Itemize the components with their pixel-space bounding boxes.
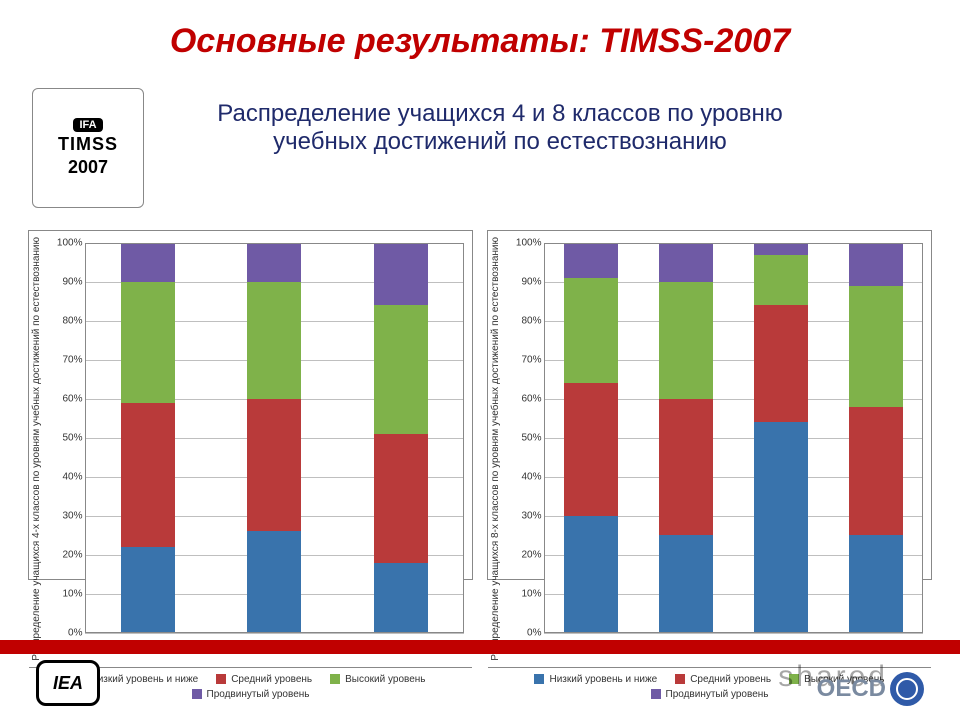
timss-org: IFA bbox=[73, 118, 102, 132]
bar bbox=[121, 243, 175, 633]
ytick: 90% bbox=[62, 276, 82, 287]
segment-low bbox=[564, 516, 618, 633]
oecd-logo: OECD bbox=[817, 672, 924, 706]
ytick: 60% bbox=[521, 393, 541, 404]
ytick: 80% bbox=[521, 315, 541, 326]
oecd-text: OECD bbox=[817, 675, 886, 703]
ytick: 50% bbox=[521, 432, 541, 443]
segment-low bbox=[754, 422, 808, 632]
segment-adv bbox=[247, 243, 301, 282]
footer-bar bbox=[0, 640, 960, 654]
ytick: 50% bbox=[62, 432, 82, 443]
bar bbox=[564, 243, 618, 633]
ytick: 100% bbox=[516, 238, 542, 249]
ytick: 0% bbox=[68, 627, 82, 638]
segment-low bbox=[659, 535, 713, 632]
segment-high bbox=[247, 282, 301, 399]
ytick: 30% bbox=[521, 510, 541, 521]
charts-row: Распределение учащихся 4-х классов по ур… bbox=[28, 230, 932, 580]
subtitle: Распределение учащихся 4 и 8 классов по … bbox=[180, 100, 820, 156]
segment-high bbox=[564, 278, 618, 383]
bar bbox=[754, 243, 808, 633]
segment-high bbox=[849, 286, 903, 407]
ytick: 90% bbox=[521, 276, 541, 287]
segment-mid bbox=[659, 399, 713, 535]
ytick: 10% bbox=[521, 588, 541, 599]
globe-icon bbox=[890, 672, 924, 706]
timss-year: 2007 bbox=[68, 157, 108, 178]
ytick: 100% bbox=[57, 238, 83, 249]
ytick: 40% bbox=[62, 471, 82, 482]
chart-grade4: Распределение учащихся 4-х классов по ур… bbox=[28, 230, 473, 580]
bar bbox=[849, 243, 903, 633]
ytick: 70% bbox=[521, 354, 541, 365]
segment-high bbox=[374, 305, 428, 434]
segment-mid bbox=[247, 399, 301, 532]
plot bbox=[544, 243, 924, 633]
ytick: 30% bbox=[62, 510, 82, 521]
footer-logos: IEA shared OECD bbox=[0, 660, 960, 708]
ytick: 20% bbox=[62, 549, 82, 560]
segment-mid bbox=[849, 407, 903, 536]
segment-mid bbox=[754, 305, 808, 422]
ytick: 10% bbox=[62, 588, 82, 599]
segment-low bbox=[374, 563, 428, 633]
segment-mid bbox=[564, 383, 618, 516]
segment-adv bbox=[659, 243, 713, 282]
timss-logo: IFA TIMSS 2007 bbox=[32, 88, 144, 208]
ytick: 40% bbox=[521, 471, 541, 482]
segment-high bbox=[754, 255, 808, 306]
ytick: 60% bbox=[62, 393, 82, 404]
segment-mid bbox=[121, 403, 175, 547]
iea-logo: IEA bbox=[36, 660, 100, 706]
chart-grade8: Распределение учащихся 8-х классов по ур… bbox=[487, 230, 932, 580]
ytick: 0% bbox=[527, 627, 541, 638]
ylabel-right: Распределение учащихся 8-х классов по ур… bbox=[488, 231, 504, 667]
yticks: 0%10%20%30%40%50%60%70%80%90%100% bbox=[45, 243, 85, 633]
slide: Основные результаты: TIMSS-2007 IFA TIMS… bbox=[0, 0, 960, 720]
ytick: 70% bbox=[62, 354, 82, 365]
segment-low bbox=[121, 547, 175, 633]
segment-low bbox=[849, 535, 903, 632]
bar bbox=[374, 243, 428, 633]
ytick: 80% bbox=[62, 315, 82, 326]
segment-adv bbox=[564, 243, 618, 278]
bar bbox=[659, 243, 713, 633]
ytick: 20% bbox=[521, 549, 541, 560]
plot bbox=[85, 243, 465, 633]
segment-high bbox=[659, 282, 713, 399]
segment-mid bbox=[374, 434, 428, 563]
segment-low bbox=[247, 531, 301, 632]
ylabel-left: Распределение учащихся 4-х классов по ур… bbox=[29, 231, 45, 667]
segment-adv bbox=[374, 243, 428, 305]
page-title: Основные результаты: TIMSS-2007 bbox=[0, 22, 960, 61]
segment-adv bbox=[849, 243, 903, 286]
yticks: 0%10%20%30%40%50%60%70%80%90%100% bbox=[504, 243, 544, 633]
bar bbox=[247, 243, 301, 633]
segment-adv bbox=[754, 243, 808, 255]
segment-adv bbox=[121, 243, 175, 282]
timss-name: TIMSS bbox=[58, 134, 118, 155]
segment-high bbox=[121, 282, 175, 403]
